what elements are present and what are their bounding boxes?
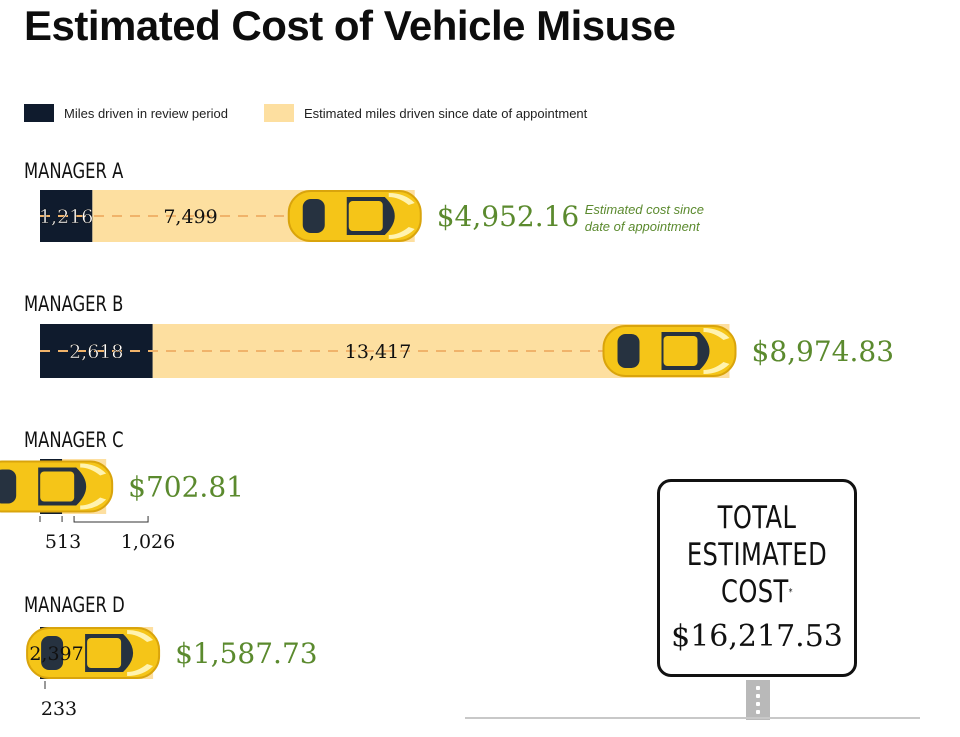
value-label-review: 233 — [41, 698, 77, 720]
legend: Miles driven in review period Estimated … — [24, 104, 623, 122]
car-icon — [26, 627, 161, 679]
ground-line — [465, 717, 920, 719]
legend-label-since: Estimated miles driven since date of app… — [304, 105, 588, 121]
value-label-since: 13,417 — [345, 341, 411, 363]
cost-note: Estimated cost since — [585, 202, 704, 217]
cost-label: $702.81 — [128, 471, 244, 504]
cost-note: date of appointment — [585, 219, 701, 234]
car-icon — [602, 325, 737, 377]
value-label-since: 7,499 — [163, 206, 217, 228]
total-label: TOTAL ESTIMATED COST* — [686, 500, 828, 610]
page-title: Estimated Cost of Vehicle Misuse — [24, 2, 676, 49]
asterisk-icon: * — [788, 587, 793, 598]
sign-post — [746, 680, 770, 720]
total-amount: $16,217.53 — [671, 619, 843, 654]
legend-item-review: Miles driven in review period — [24, 104, 228, 122]
value-label-review: 1,216 — [39, 206, 93, 228]
legend-swatch-review — [24, 104, 54, 122]
car-icon — [287, 190, 422, 242]
value-label-review: 2,618 — [69, 341, 123, 363]
manager-label: MANAGER B — [24, 293, 123, 316]
total-sign: TOTAL ESTIMATED COST* $16,217.53 — [657, 479, 857, 677]
value-label-review: 513 — [45, 531, 81, 553]
manager-label: MANAGER A — [24, 160, 123, 183]
legend-swatch-since — [264, 104, 295, 122]
legend-label-review: Miles driven in review period — [64, 105, 229, 121]
cost-label: $1,587.73 — [175, 637, 318, 670]
manager-label: MANAGER D — [24, 594, 125, 617]
legend-item-since: Estimated miles driven since date of app… — [264, 104, 587, 122]
manager-label: MANAGER C — [24, 429, 124, 452]
value-label-since: 1,026 — [121, 531, 175, 553]
cost-label: $8,974.83 — [752, 335, 895, 368]
cost-label: $4,952.16 — [437, 200, 580, 233]
car-icon — [0, 460, 114, 513]
value-label-since: 2,397 — [29, 643, 83, 665]
bracket-since — [73, 516, 149, 523]
